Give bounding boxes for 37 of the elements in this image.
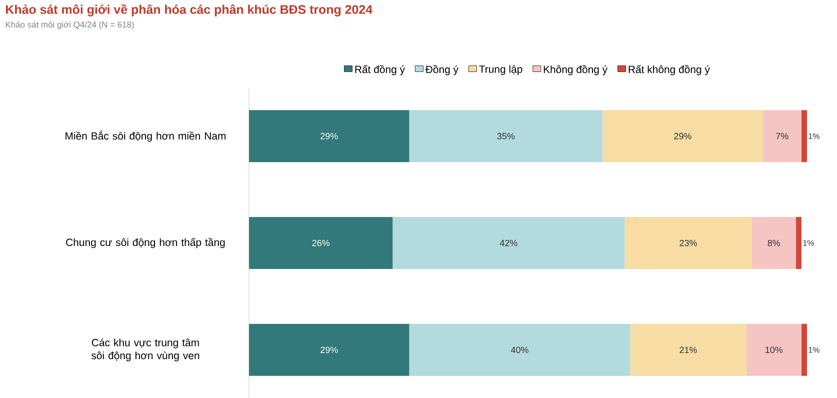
bar [249, 217, 393, 270]
bar [762, 110, 802, 162]
legend-label: Rất đồng ý [355, 64, 405, 76]
y-tick-label: Miền Bắc sôi động hơn miền Nam [66, 130, 226, 142]
data-label: 29% [320, 132, 338, 140]
y-tick-label: Chung cư sôi động hơn thấp tầng [66, 238, 225, 248]
legend-label: Đồng ý [425, 64, 458, 76]
chart-title: Khảo sát môi giới về phân hóa các phân khúc BĐS trong 2024 [6, 4, 372, 16]
bar [752, 217, 796, 270]
bar [796, 217, 802, 270]
data-label: 35% [497, 132, 515, 140]
data-label: 8% [768, 240, 780, 246]
data-label: 23% [680, 240, 697, 246]
bar [409, 324, 630, 376]
legend-label: Trung lập [479, 65, 522, 75]
bar [249, 324, 410, 376]
data-label: 29% [320, 346, 338, 354]
bar [249, 110, 410, 162]
data-label: 21% [680, 346, 697, 354]
text: Khảo sát môi giới Q4/24 (N = 618) [6, 21, 134, 30]
data-label: 40% [510, 346, 528, 354]
data-label: 10% [766, 346, 783, 354]
bar [624, 217, 752, 270]
data-label: 26% [312, 240, 330, 246]
legend-label: Không đồng ý [544, 64, 608, 76]
bar [801, 110, 808, 162]
bar [630, 324, 746, 376]
data-label: 7% [776, 132, 788, 140]
bar [746, 324, 802, 376]
bar [801, 324, 808, 376]
data-label: 29% [674, 132, 692, 140]
bar [602, 110, 763, 162]
bar [409, 110, 603, 162]
data-label: 42% [500, 240, 518, 246]
legend-label: Rất không đồng ý [628, 64, 710, 76]
bar [392, 217, 625, 270]
y-tick-label: Các khu vực trung tâm sôi động hơn vùng ven [91, 338, 200, 362]
